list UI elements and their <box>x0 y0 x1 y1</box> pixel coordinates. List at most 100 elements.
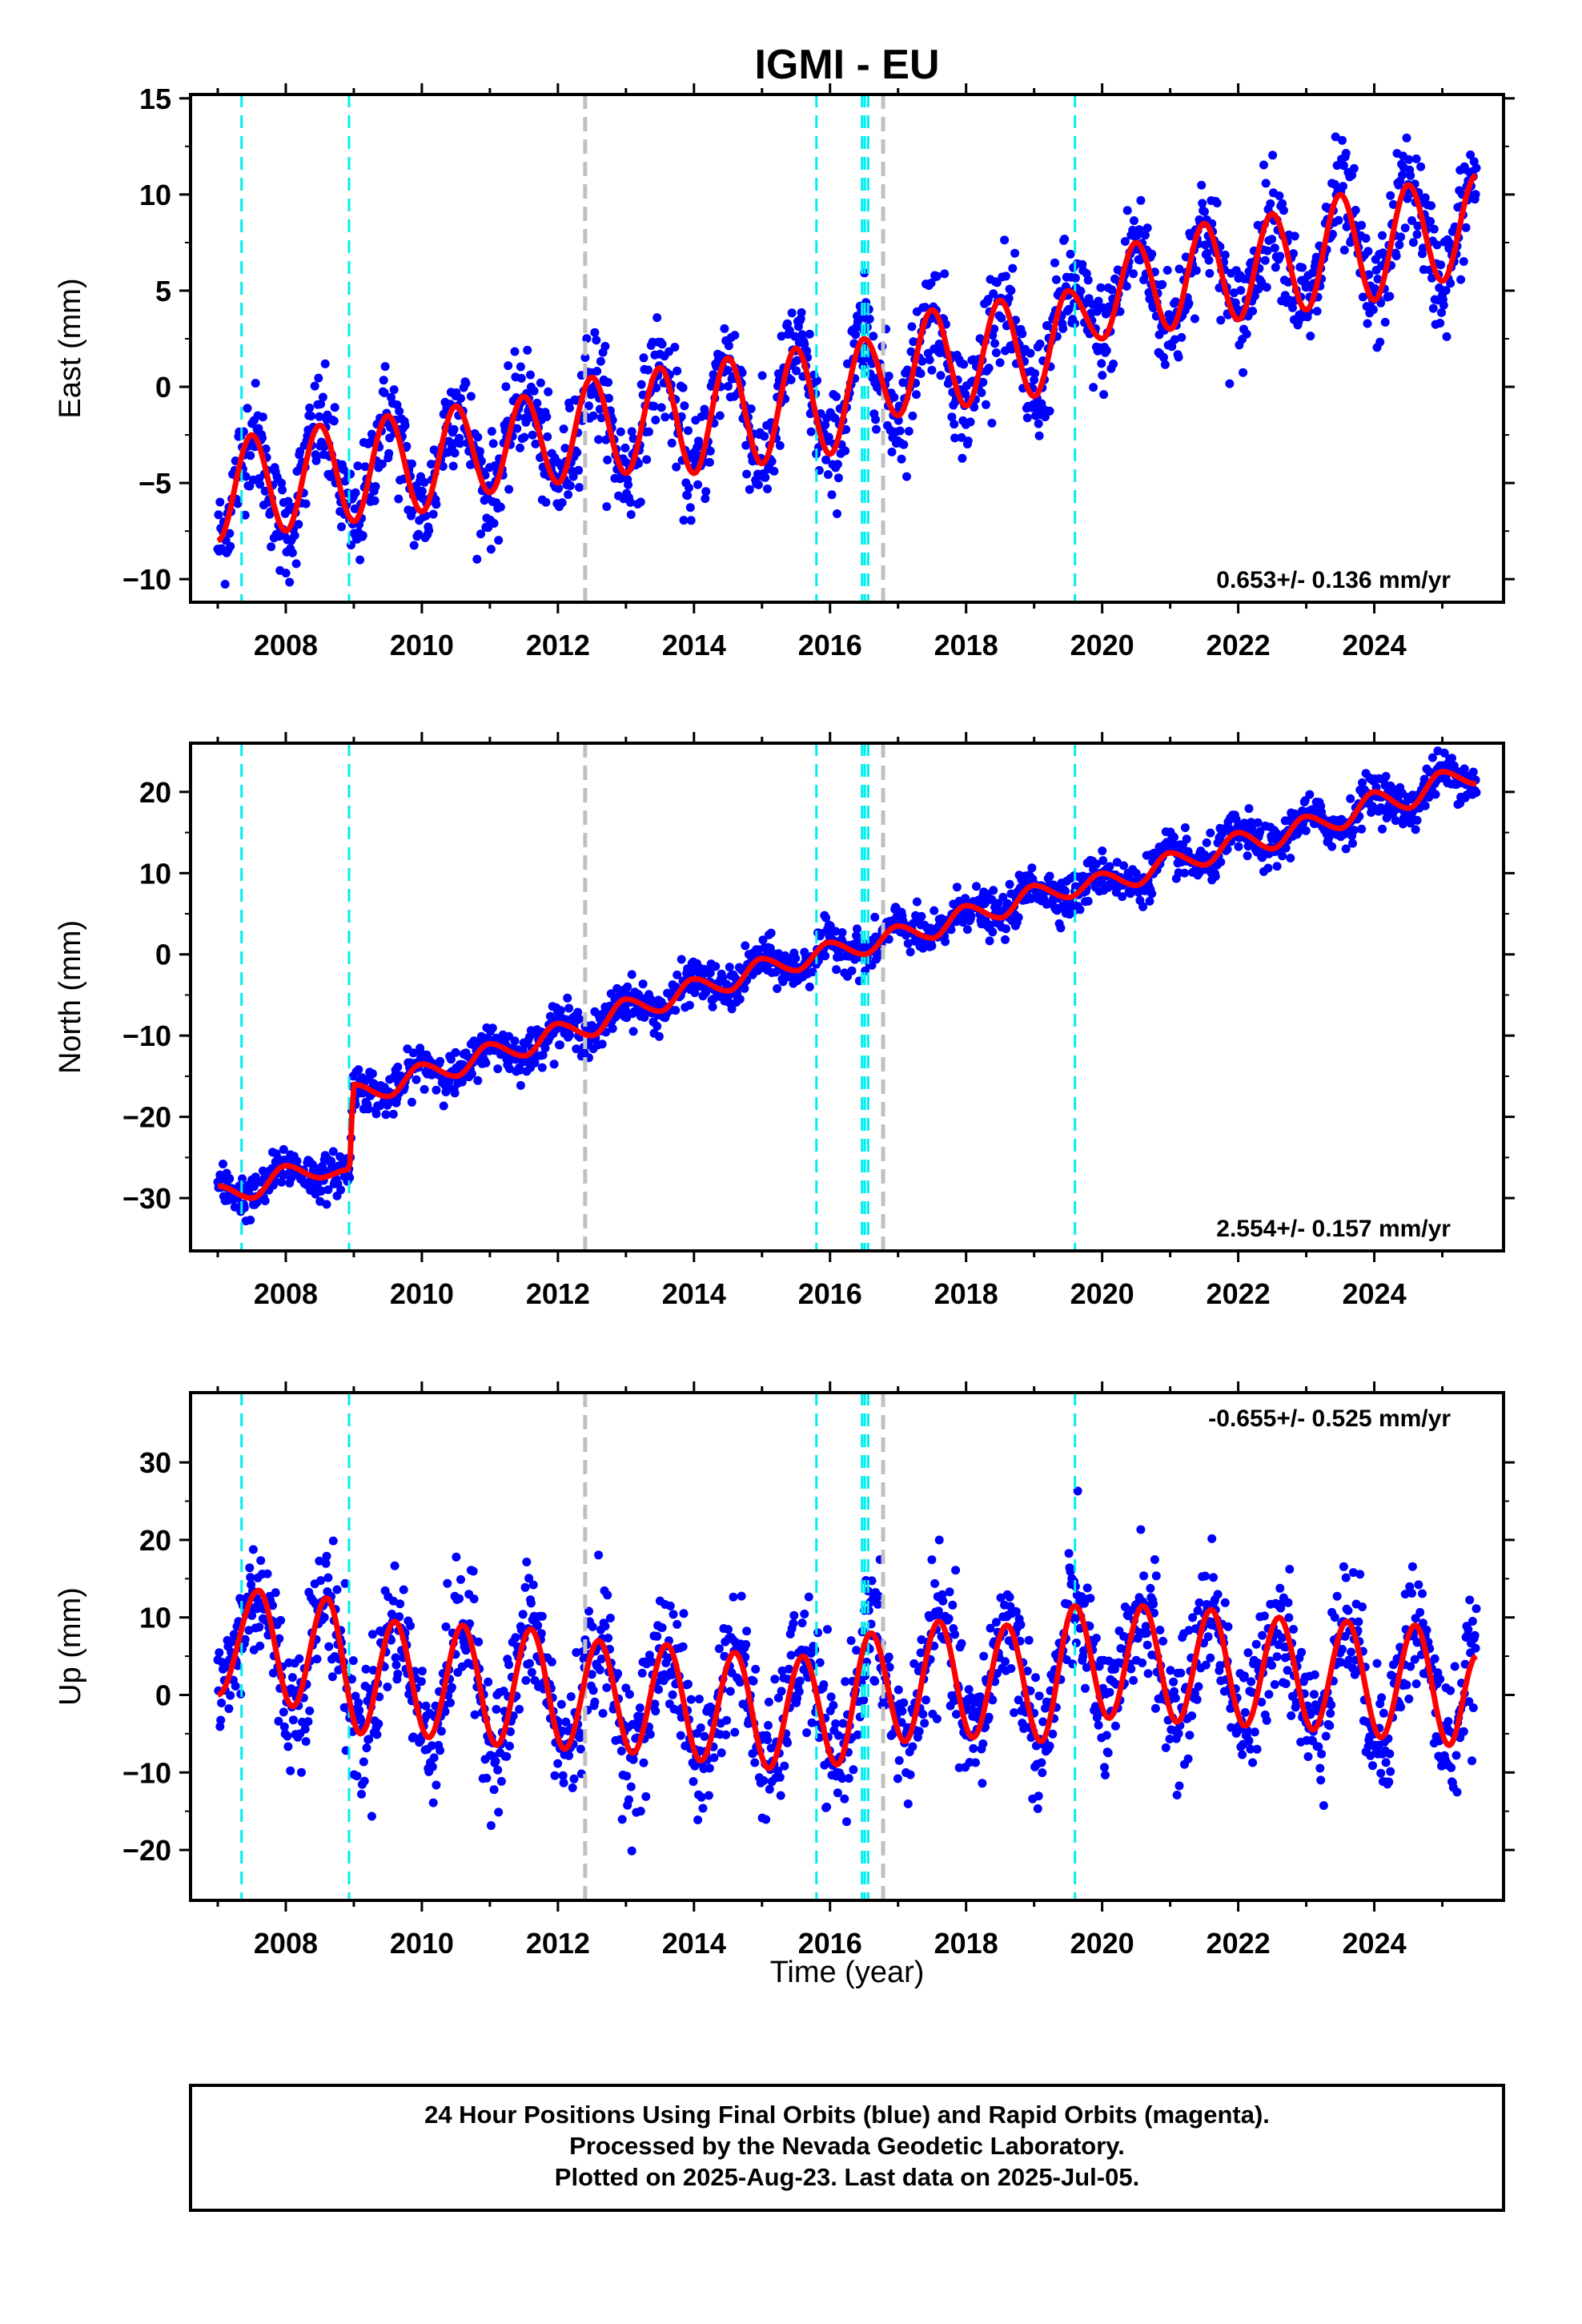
observation-point <box>802 346 812 356</box>
observation-point <box>1268 151 1278 160</box>
observation-point <box>450 448 460 458</box>
observation-point <box>636 1807 645 1816</box>
observation-point <box>1045 1741 1054 1751</box>
observation-point <box>1406 171 1415 180</box>
observation-point <box>550 1771 560 1780</box>
observation-point <box>729 1592 738 1602</box>
observation-point <box>361 1664 371 1674</box>
observation-point <box>1030 368 1040 378</box>
observation-point <box>528 1580 538 1590</box>
observation-point <box>905 947 915 957</box>
observation-point <box>1006 1664 1016 1673</box>
observation-point <box>564 490 573 500</box>
observation-point <box>481 1058 491 1068</box>
observation-point <box>1378 824 1387 834</box>
observation-point <box>303 1717 313 1727</box>
observation-point <box>602 1683 612 1692</box>
observation-point <box>224 1704 234 1714</box>
x-tick-label: 2010 <box>390 1277 454 1310</box>
observation-point <box>1099 390 1109 400</box>
observation-point <box>504 1031 514 1041</box>
observation-point <box>1014 913 1023 923</box>
observation-point <box>436 1727 446 1736</box>
observation-point <box>1233 305 1243 315</box>
observation-point <box>561 1717 571 1727</box>
observation-point <box>1119 861 1129 870</box>
observation-point <box>1290 231 1299 241</box>
observation-point <box>1075 905 1085 915</box>
observation-point <box>938 1596 948 1606</box>
x-tick-label: 2018 <box>934 629 998 661</box>
observation-point <box>805 329 814 339</box>
y-axis-label-east: East (mm) <box>54 278 87 418</box>
observation-point <box>946 925 956 935</box>
observation-point <box>1005 879 1014 889</box>
observation-point <box>1225 379 1235 388</box>
observation-point <box>624 1690 634 1699</box>
observation-point <box>1346 794 1355 803</box>
observation-point <box>777 332 786 341</box>
observation-point <box>420 477 429 487</box>
observation-point <box>776 1791 785 1800</box>
observation-point <box>842 1817 851 1827</box>
observation-point <box>258 412 267 422</box>
observation-point <box>1130 216 1138 225</box>
observation-point <box>301 1737 311 1747</box>
observation-point <box>317 1186 326 1196</box>
observation-point <box>903 1799 913 1808</box>
observation-point <box>564 1003 574 1013</box>
observation-point <box>651 416 661 424</box>
observation-point <box>1206 828 1215 838</box>
observation-point <box>843 359 852 368</box>
observation-point <box>1341 148 1351 158</box>
observation-point <box>526 370 535 380</box>
observation-point <box>1349 826 1359 835</box>
observation-point <box>1283 277 1293 287</box>
observation-point <box>667 438 677 448</box>
observation-point <box>685 483 693 493</box>
observation-point <box>393 1669 403 1679</box>
observation-point <box>525 1659 534 1668</box>
observation-point <box>1202 838 1211 847</box>
observation-point <box>626 510 636 519</box>
observation-point <box>221 1663 231 1672</box>
observation-point <box>821 455 831 464</box>
observation-point <box>644 427 653 436</box>
observation-point <box>1204 255 1214 265</box>
observation-point <box>1339 245 1349 255</box>
observation-point <box>628 1027 638 1036</box>
observation-points-up <box>213 1486 1481 1856</box>
observation-point <box>1391 816 1400 826</box>
observation-point <box>1363 247 1373 256</box>
observation-point <box>494 536 504 545</box>
observation-point <box>220 580 230 589</box>
observation-point <box>714 1644 724 1654</box>
y-tick-label: 15 <box>139 82 171 115</box>
observation-point <box>588 1622 597 1631</box>
observation-point <box>1100 1763 1109 1772</box>
y-tick-label: 20 <box>139 776 171 809</box>
observation-point <box>1275 251 1285 261</box>
observation-point <box>893 1774 902 1783</box>
observation-point <box>569 1774 579 1783</box>
observation-point <box>644 1651 654 1660</box>
observation-point <box>1134 225 1144 235</box>
observation-point <box>1298 263 1307 272</box>
observation-point <box>1058 324 1068 333</box>
observation-point <box>831 927 841 936</box>
plot-area-north <box>213 743 1481 1251</box>
observation-point <box>950 420 959 429</box>
observation-point <box>1086 1594 1095 1603</box>
observation-point <box>441 1622 451 1631</box>
observation-point <box>432 1780 441 1790</box>
observation-point <box>996 1593 1006 1602</box>
observation-point <box>1398 171 1407 180</box>
observation-point <box>362 1743 371 1753</box>
observation-point <box>995 358 1005 368</box>
observation-point <box>596 356 605 366</box>
observation-point <box>1022 413 1032 423</box>
observation-point <box>233 499 243 509</box>
observation-point <box>601 435 611 444</box>
observation-point <box>791 954 801 963</box>
observation-point <box>797 1618 807 1628</box>
